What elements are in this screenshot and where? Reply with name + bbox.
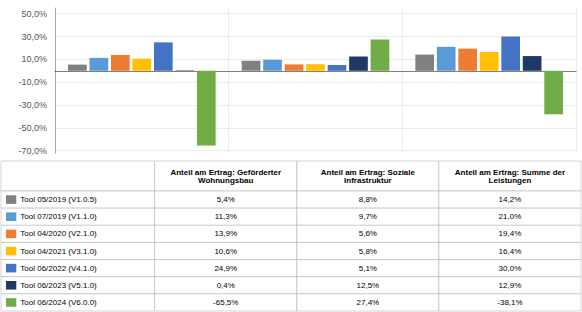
svg-text:50,0%: 50,0% xyxy=(21,9,47,19)
svg-text:Tool 04/2021 (V3.1.0): Tool 04/2021 (V3.1.0) xyxy=(20,247,97,256)
svg-text:Anteil am Ertrag: Soziale: Anteil am Ertrag: Soziale xyxy=(320,167,415,177)
svg-text:-70,0%: -70,0% xyxy=(18,146,47,156)
svg-text:10,6%: 10,6% xyxy=(214,247,237,256)
svg-text:Leistungen: Leistungen xyxy=(489,176,532,185)
svg-text:10,0%: 10,0% xyxy=(21,54,47,64)
svg-text:-65,5%: -65,5% xyxy=(213,298,238,307)
svg-text:11,3%: 11,3% xyxy=(215,212,237,221)
svg-text:5,8%: 5,8% xyxy=(359,247,377,256)
svg-text:27,4%: 27,4% xyxy=(357,298,380,307)
svg-text:16,4%: 16,4% xyxy=(499,247,522,256)
svg-text:Infrastruktur: Infrastruktur xyxy=(344,176,392,185)
svg-text:Tool 05/2019 (V1.0.5): Tool 05/2019 (V1.0.5) xyxy=(20,195,97,204)
svg-text:8,8%: 8,8% xyxy=(359,195,377,204)
svg-text:-30,0%: -30,0% xyxy=(18,100,47,110)
svg-text:12,9%: 12,9% xyxy=(499,281,522,290)
svg-text:19,4%: 19,4% xyxy=(499,229,522,238)
svg-text:Tool 06/2023 (V5.1.0): Tool 06/2023 (V5.1.0) xyxy=(20,281,97,290)
svg-text:Anteil am Ertrag: Geförderter: Anteil am Ertrag: Geförderter xyxy=(170,167,282,177)
svg-text:Anteil am Ertrag: Summe der: Anteil am Ertrag: Summe der xyxy=(454,167,566,177)
svg-text:13,9%: 13,9% xyxy=(214,229,237,238)
svg-text:9,7%: 9,7% xyxy=(359,212,377,221)
svg-text:30,0%: 30,0% xyxy=(499,264,522,273)
svg-text:Tool 06/2022 (V4.1.0): Tool 06/2022 (V4.1.0) xyxy=(20,264,97,273)
svg-text:-38,1%: -38,1% xyxy=(497,298,522,307)
svg-text:24,9%: 24,9% xyxy=(214,264,237,273)
svg-text:Tool 07/2019 (V1.1.0): Tool 07/2019 (V1.1.0) xyxy=(20,212,97,221)
svg-text:Wohnungsbau: Wohnungsbau xyxy=(198,176,254,185)
svg-text:21,0%: 21,0% xyxy=(499,212,522,221)
svg-text:Tool 04/2020 (V2.1.0): Tool 04/2020 (V2.1.0) xyxy=(20,229,97,238)
svg-text:5,1%: 5,1% xyxy=(359,264,377,273)
svg-text:5,6%: 5,6% xyxy=(359,229,377,238)
svg-text:Tool 06/2024 (V6.0.0): Tool 06/2024 (V6.0.0) xyxy=(20,298,97,307)
svg-text:-10,0%: -10,0% xyxy=(18,77,47,87)
svg-text:0,4%: 0,4% xyxy=(217,281,235,290)
svg-text:30,0%: 30,0% xyxy=(21,32,47,42)
svg-text:12,5%: 12,5% xyxy=(357,281,380,290)
svg-text:5,4%: 5,4% xyxy=(217,195,235,204)
svg-text:-50,0%: -50,0% xyxy=(18,123,47,133)
svg-text:14,2%: 14,2% xyxy=(499,195,522,204)
